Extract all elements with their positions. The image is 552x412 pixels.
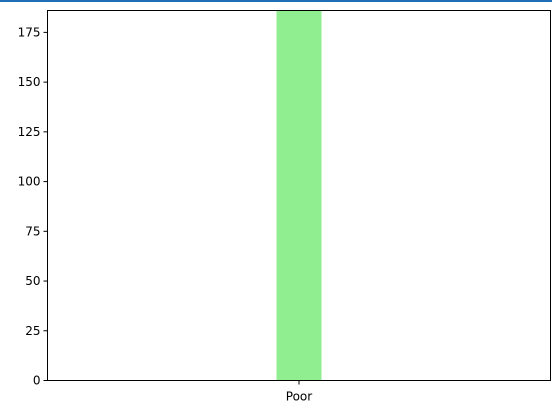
y-tick-label: 175: [18, 25, 41, 39]
y-tick-label: 125: [18, 125, 41, 139]
bar-poor: [276, 10, 322, 381]
y-tick-label: 150: [18, 75, 41, 89]
x-axis: Poor: [286, 380, 312, 404]
bars-group: [276, 10, 322, 381]
plot-frame: [47, 10, 551, 381]
y-tick-label: 50: [25, 274, 40, 288]
y-tick-label: 75: [25, 224, 40, 238]
y-tick-label: 100: [18, 175, 41, 189]
y-tick-label: 0: [33, 374, 41, 388]
x-tick-label: Poor: [286, 390, 312, 404]
y-axis: 0 25 50 75 100 125 150 175: [18, 25, 48, 388]
y-tick-label: 25: [25, 324, 40, 338]
top-accent-line: [0, 0, 552, 2]
